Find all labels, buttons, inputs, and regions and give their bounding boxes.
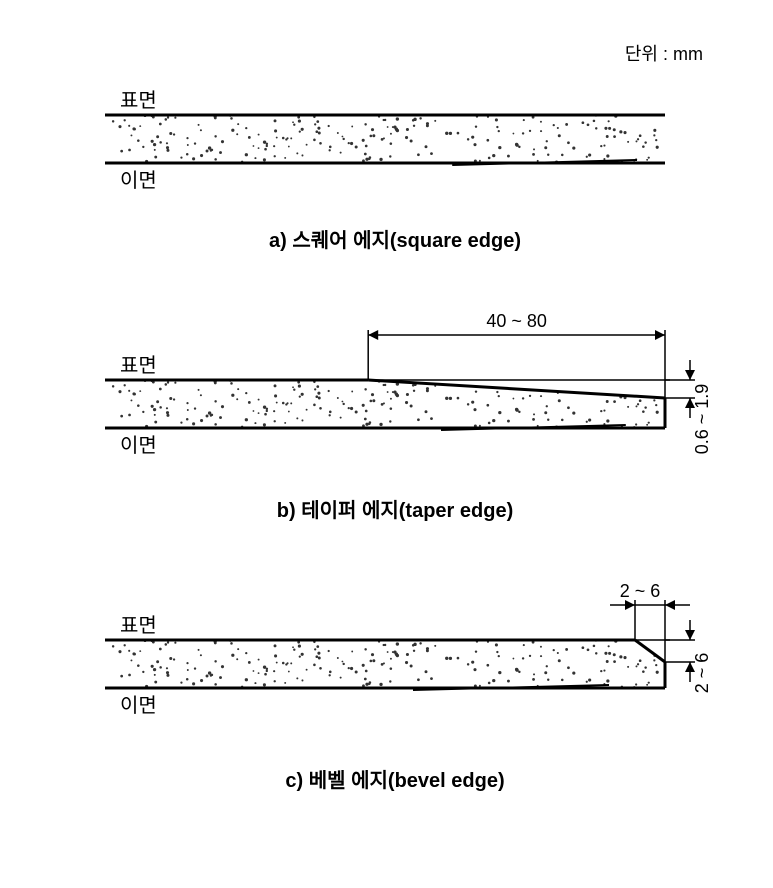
svg-text:2 ~ 6: 2 ~ 6 <box>620 581 661 601</box>
figure-b-caption: b) 테이퍼 에지(taper edge) <box>95 494 695 523</box>
figB-kr: 테이퍼 에지 <box>301 500 399 522</box>
figB-en: (taper edge) <box>399 500 513 522</box>
svg-text:40 ~ 80: 40 ~ 80 <box>486 311 547 331</box>
figC-prefix: c) <box>285 770 303 792</box>
figure-a: 표면이면 a) 스퀘어 에지(square edge) <box>95 80 695 253</box>
figure-a-svg: 표면이면 <box>95 80 695 220</box>
svg-text:이면: 이면 <box>120 434 157 457</box>
svg-text:0.6 ~ 1.9: 0.6 ~ 1.9 <box>692 384 712 455</box>
svg-text:이면: 이면 <box>120 694 157 717</box>
figC-en: (bevel edge) <box>388 770 505 792</box>
svg-text:이면: 이면 <box>120 169 157 192</box>
figure-b-svg: 40 ~ 80 0.6 ~ 1.9 표면이면 <box>95 300 715 490</box>
figC-kr: 베벨 에지 <box>309 770 388 792</box>
figure-a-caption: a) 스퀘어 에지(square edge) <box>95 224 695 253</box>
figure-c: 2 ~ 62 ~ 6표면이면 c) 베벨 에지(bevel edge) <box>95 570 695 793</box>
svg-text:표면: 표면 <box>120 614 157 637</box>
page: 단위 : mm 표면이면 a) 스퀘어 에지(square edge) 40 ~… <box>0 0 773 888</box>
figA-prefix: a) <box>269 230 287 252</box>
figA-en: (square edge) <box>390 230 521 252</box>
figA-kr: 스퀘어 에지 <box>292 230 390 252</box>
figure-c-caption: c) 베벨 에지(bevel edge) <box>95 764 695 793</box>
figB-prefix: b) <box>277 500 296 522</box>
svg-text:2 ~ 6: 2 ~ 6 <box>692 653 712 694</box>
svg-text:표면: 표면 <box>120 354 157 377</box>
figure-b: 40 ~ 800.6 ~ 1.9표면이면 b) 테이퍼 에지(taper edg… <box>95 300 695 523</box>
svg-text:표면: 표면 <box>120 89 157 112</box>
figure-c-svg: 2 ~ 6 2 ~ 6 표면이면 <box>95 570 715 760</box>
unit-label: 단위 : mm <box>625 40 703 66</box>
